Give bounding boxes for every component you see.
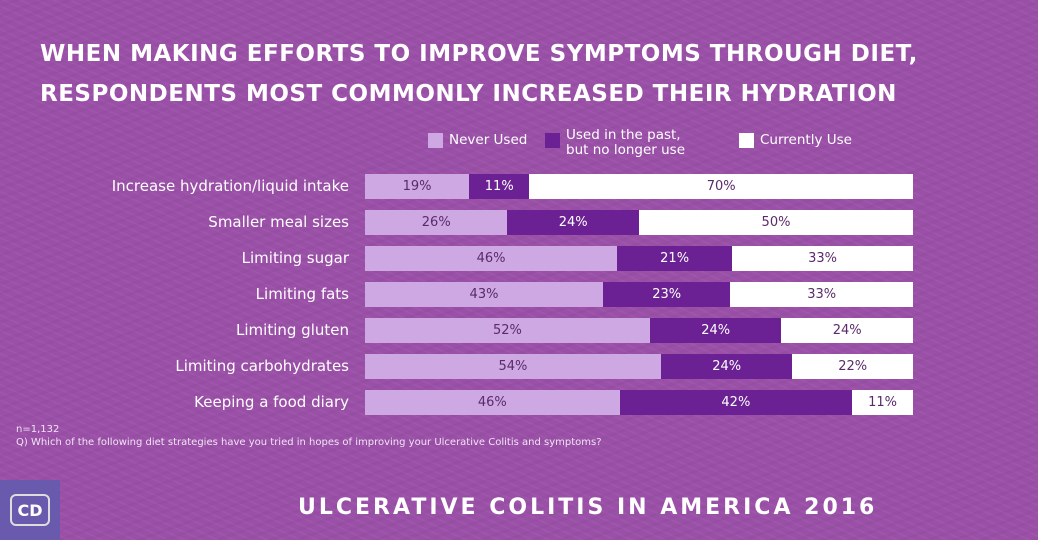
data-label: 54% (498, 359, 528, 374)
data-label: 22% (838, 359, 868, 374)
bar-segment: 23% (603, 282, 731, 307)
data-label: 24% (712, 359, 742, 374)
data-label: 33% (808, 251, 838, 266)
bar-segment: 24% (507, 210, 639, 235)
data-label: 42% (721, 395, 751, 410)
title-line-2: respondents most commonly increased thei… (40, 81, 897, 107)
bar-segment: 24% (649, 318, 782, 343)
logo-text: CD (10, 494, 50, 526)
bar-segment: 22% (792, 354, 913, 379)
bar-segment: 42% (619, 390, 853, 415)
legend-never-used: Never Used (428, 128, 527, 148)
category-label: Limiting sugar (241, 249, 349, 267)
category-label: Increase hydration/liquid intake (111, 177, 349, 195)
data-label: 19% (402, 179, 432, 194)
data-label: 70% (706, 179, 736, 194)
legend-label-line: Used in the past, (566, 127, 681, 143)
legend-swatch (545, 133, 560, 148)
data-label: 26% (421, 215, 451, 230)
bar-segment: 11% (852, 390, 913, 415)
bar-segment: 26% (365, 210, 508, 235)
bar-segment: 70% (529, 174, 913, 199)
data-label: 43% (469, 287, 499, 302)
page-title: When making efforts to improve symptoms … (40, 34, 918, 114)
data-label: 23% (652, 287, 682, 302)
category-label: Limiting carbohydrates (175, 357, 349, 375)
bar-segment: 24% (660, 354, 793, 379)
data-label: 50% (761, 215, 791, 230)
data-label: 46% (476, 251, 506, 266)
bar-segment: 50% (639, 210, 913, 235)
data-label: 33% (807, 287, 837, 302)
bar-segment: 11% (469, 174, 530, 199)
title-line-1: When making efforts to improve symptoms … (40, 41, 918, 67)
legend-label-line: but no longer use (566, 142, 685, 158)
sample-size-note: n=1,132 (16, 424, 60, 435)
data-label: 52% (493, 323, 522, 338)
legend-swatch (739, 133, 754, 148)
bar-segment: 52% (365, 318, 650, 343)
legend-label: Currently Use (760, 132, 852, 148)
legend-label: Never Used (449, 132, 528, 148)
bar-segment: 21% (617, 246, 733, 271)
legend-swatch (428, 133, 443, 148)
bar-segment: 54% (365, 354, 661, 379)
bar-segment: 33% (732, 246, 913, 271)
data-label: 24% (701, 323, 731, 338)
question-note: Q) Which of the following diet strategie… (16, 437, 602, 448)
data-label: 24% (558, 215, 588, 230)
data-label: 24% (832, 323, 862, 338)
footer-title: Ulcerative Colitis in America 2016 (298, 495, 878, 520)
bar-segment: 19% (365, 174, 470, 199)
data-label: 11% (484, 179, 514, 194)
bar-segment: 43% (365, 282, 604, 307)
logo: CD (0, 480, 60, 540)
data-label: 46% (477, 395, 507, 410)
category-label: Limiting fats (255, 285, 349, 303)
legend-used-past: Used in the past, but no longer use (545, 128, 685, 158)
legend-label: Used in the past, but no longer use (566, 128, 685, 158)
data-label: 21% (660, 251, 690, 266)
legend-currently-use: Currently Use (739, 128, 852, 148)
bar-segment: 24% (781, 318, 913, 343)
bar-segment: 46% (365, 390, 620, 415)
data-label: 11% (868, 395, 897, 410)
category-label: Limiting gluten (236, 321, 349, 339)
bar-segment: 46% (365, 246, 618, 271)
category-label: Smaller meal sizes (208, 213, 349, 231)
bar-segment: 33% (730, 282, 913, 307)
category-label: Keeping a food diary (194, 393, 349, 411)
